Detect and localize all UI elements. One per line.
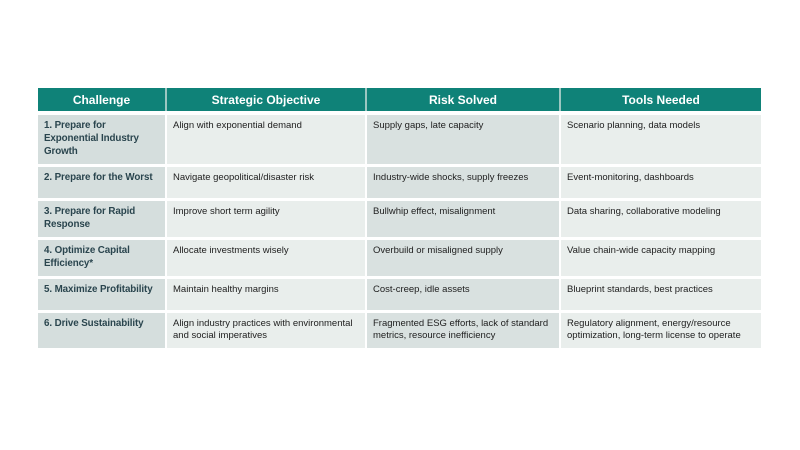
tools-cell: Regulatory alignment, energy/resource op… — [561, 312, 761, 348]
challenge-cell: 4. Optimize Capital Efficiency* — [38, 239, 165, 276]
risk-cell: Cost-creep, idle assets — [367, 278, 559, 310]
table-row: 1. Prepare for Exponential Industry Grow… — [38, 115, 761, 164]
table-row: 3. Prepare for Rapid Response Improve sh… — [38, 201, 761, 237]
risk-cell: Industry-wide shocks, supply freezes — [367, 167, 559, 198]
column-header-risk-solved: Risk Solved — [367, 88, 559, 111]
objective-cell: Align with exponential demand — [167, 115, 365, 164]
tools-cell: Value chain-wide capacity mapping — [561, 239, 761, 276]
tools-cell: Event-monitoring, dashboards — [561, 167, 761, 198]
table-row: 2. Prepare for the Worst Navigate geopol… — [38, 167, 761, 198]
objective-cell: Allocate investments wisely — [167, 239, 365, 276]
objective-cell: Align industry practices with environmen… — [167, 312, 365, 348]
tools-cell: Blueprint standards, best practices — [561, 278, 761, 310]
column-header-tools-needed: Tools Needed — [561, 88, 761, 111]
challenge-cell: 6. Drive Sustainability — [38, 312, 165, 348]
table-row: 5. Maximize Profitability Maintain healt… — [38, 278, 761, 310]
tools-cell: Scenario planning, data models — [561, 115, 761, 164]
table-row: 4. Optimize Capital Efficiency* Allocate… — [38, 239, 761, 276]
challenge-cell: 5. Maximize Profitability — [38, 278, 165, 310]
challenge-cell: 1. Prepare for Exponential Industry Grow… — [38, 115, 165, 164]
challenges-table: Challenge Strategic Objective Risk Solve… — [38, 88, 761, 351]
risk-cell: Supply gaps, late capacity — [367, 115, 559, 164]
challenge-cell: 3. Prepare for Rapid Response — [38, 201, 165, 237]
risk-cell: Fragmented ESG efforts, lack of standard… — [367, 312, 559, 348]
table-row: 6. Drive Sustainability Align industry p… — [38, 312, 761, 348]
column-header-challenge: Challenge — [38, 88, 165, 111]
objective-cell: Maintain healthy margins — [167, 278, 365, 310]
objective-cell: Improve short term agility — [167, 201, 365, 237]
objective-cell: Navigate geopolitical/disaster risk — [167, 167, 365, 198]
risk-cell: Bullwhip effect, misalignment — [367, 201, 559, 237]
challenge-cell: 2. Prepare for the Worst — [38, 167, 165, 198]
tools-cell: Data sharing, collaborative modeling — [561, 201, 761, 237]
table-header-row: Challenge Strategic Objective Risk Solve… — [38, 88, 761, 111]
column-header-strategic-objective: Strategic Objective — [167, 88, 365, 111]
risk-cell: Overbuild or misaligned supply — [367, 239, 559, 276]
